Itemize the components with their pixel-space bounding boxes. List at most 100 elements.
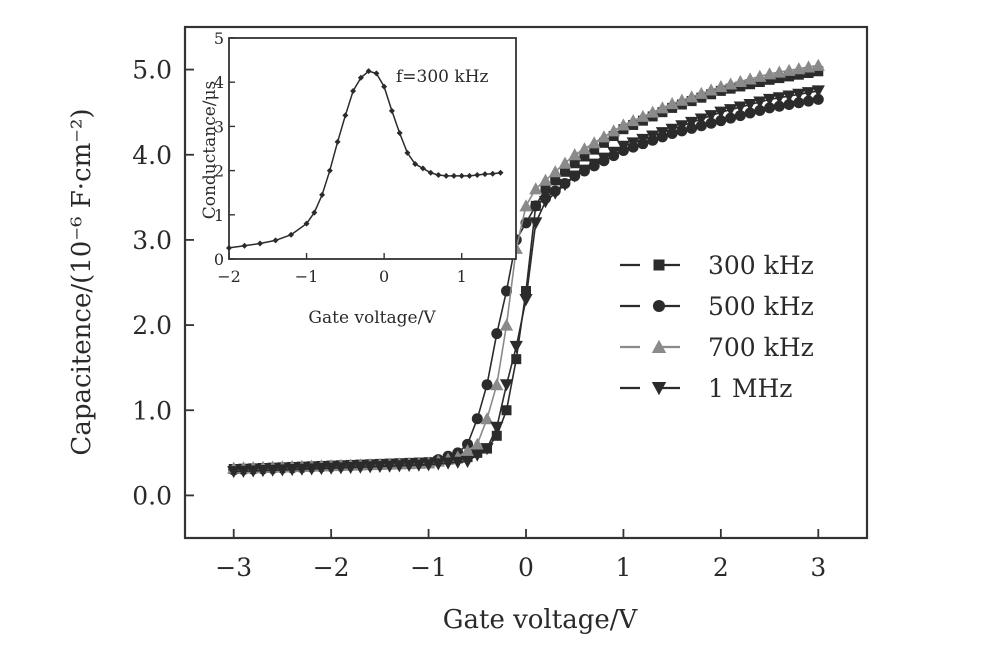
data-point [558, 179, 572, 192]
legend: 300 kHz 500 kHz 700 kHz 1 MHz [620, 251, 814, 403]
data-point [754, 77, 765, 88]
legend-label: 300 kHz [708, 251, 814, 280]
inset-data-point [419, 165, 426, 172]
main-y-tick-label: 0.0 [132, 481, 172, 510]
main-y-tick-label: 2.0 [132, 311, 172, 340]
data-point [589, 144, 600, 155]
legend-label: 1 MHz [708, 374, 792, 403]
data-point [792, 88, 806, 101]
data-point [733, 101, 747, 114]
data-point [491, 328, 503, 340]
data-point [558, 156, 572, 169]
legend-marker [651, 382, 667, 396]
data-point [715, 115, 727, 127]
data-point [538, 173, 553, 186]
data-point [334, 462, 348, 475]
data-point [471, 413, 483, 425]
legend-marker [653, 259, 665, 271]
data-point [490, 421, 504, 434]
series-1-mhz [227, 85, 825, 479]
data-point [548, 187, 562, 200]
legend-marker [651, 339, 667, 353]
inset-y-axis-title: Conductance/μs [200, 81, 220, 220]
data-point [753, 69, 767, 82]
data-point [530, 200, 542, 212]
data-point [801, 60, 816, 73]
data-point [460, 444, 475, 457]
data-point [236, 465, 251, 478]
data-point [803, 95, 815, 107]
inset-data-point [396, 130, 403, 137]
inset-series-group [226, 68, 504, 251]
data-point [480, 412, 494, 425]
inset-data-point [303, 220, 310, 227]
inset-data-point [334, 138, 341, 145]
data-point [499, 379, 514, 392]
data-point [725, 112, 737, 124]
inset-series-conductance [226, 68, 504, 251]
main-y-tick-label: 5.0 [132, 56, 172, 85]
data-point [743, 72, 757, 85]
inset-y-tick-label: 1 [214, 206, 224, 225]
data-point [616, 118, 631, 131]
data-point [598, 137, 609, 148]
main-x-tick-label: 0 [518, 553, 534, 582]
data-point [734, 110, 746, 122]
inset-plot-frame [228, 37, 517, 260]
data-point [665, 97, 679, 110]
inset-x-tick-label: 1 [457, 267, 467, 286]
data-point [783, 99, 795, 111]
data-point [246, 465, 260, 478]
data-point [811, 58, 825, 71]
legend-entry: 500 kHz [620, 292, 814, 321]
inset-annotation: f=300 kHz [396, 67, 489, 87]
inset-y-tick-label: 4 [214, 73, 224, 92]
data-point [587, 136, 601, 149]
inset-data-point [412, 160, 419, 167]
main-x-axis-title: Gate voltage/V [443, 605, 639, 635]
data-point [772, 92, 786, 105]
data-point [568, 148, 582, 161]
main-y-axis-title: Capacitence/(10⁻⁶ F·cm⁻²) [67, 108, 97, 455]
main-x-tick-label: 2 [713, 553, 729, 582]
data-point [501, 285, 513, 297]
data-point [266, 464, 280, 477]
inset-data-point [319, 191, 326, 198]
data-point [704, 83, 718, 96]
inset-data-point [489, 170, 496, 177]
data-point [762, 93, 777, 106]
main-x-tick-label: 3 [810, 553, 826, 582]
data-point [636, 109, 650, 122]
data-point [705, 117, 717, 129]
inset-data-point [373, 70, 380, 77]
inset-x-axis-title: Gate voltage/V [308, 308, 436, 328]
inset-data-point [427, 169, 434, 176]
data-point [636, 133, 650, 147]
data-point [764, 74, 775, 85]
inset-data-point [458, 172, 465, 179]
data-point [754, 104, 766, 116]
data-point [665, 123, 679, 136]
data-point [519, 294, 533, 307]
inset-y-tick-labels: 0 1 2 3 4 5 [214, 29, 224, 269]
inset-data-point [226, 244, 232, 251]
data-point [724, 77, 738, 90]
data-point [540, 183, 551, 194]
data-point [724, 104, 738, 117]
data-point [792, 62, 806, 75]
inset-tick-marks [228, 37, 463, 260]
data-point [764, 102, 776, 114]
main-x-tick-labels: −3 −2 −1 0 1 2 3 [215, 553, 826, 582]
data-point [793, 69, 804, 80]
main-tick-marks [185, 68, 820, 538]
inset-data-point [474, 172, 481, 179]
inset-data-point [466, 172, 473, 179]
data-point [529, 182, 543, 195]
legend-label: 500 kHz [708, 292, 814, 321]
inset-data-point [443, 172, 450, 179]
inset-data-point [365, 68, 372, 75]
data-point [744, 107, 756, 119]
main-y-tick-label: 1.0 [132, 396, 172, 425]
inset-data-point [257, 240, 264, 247]
